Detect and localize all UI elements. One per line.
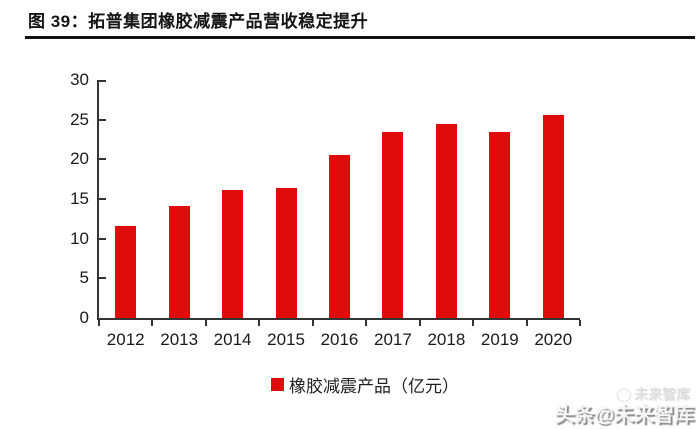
y-tick-10 — [99, 237, 106, 240]
figure-title: 图 39：拓普集团橡胶减震产品营收稳定提升 — [28, 12, 369, 31]
watermark-main-text: 头条@未来智库 — [554, 404, 694, 426]
plot-area: 2012 2013 2014 2015 2016 2017 2018 2019 2020 — [97, 80, 581, 349]
x-tick-0 — [98, 320, 100, 326]
y-tick-25 — [99, 118, 106, 121]
bar-2014 — [222, 190, 244, 318]
x-tick-label-2017: 2017 — [374, 330, 412, 349]
title-divider — [25, 36, 695, 39]
x-tick-label-2018: 2018 — [427, 330, 466, 349]
bar-2019 — [489, 131, 511, 318]
watermark-ghost-text: 未来智库 — [617, 386, 690, 403]
bar-2015 — [275, 187, 297, 318]
x-tick-label-2015: 2015 — [267, 330, 305, 349]
y-tick-label-30: 30 — [70, 70, 89, 89]
x-tick-3 — [258, 320, 261, 326]
x-tick-label-2014: 2014 — [213, 330, 252, 349]
x-tick-4 — [311, 320, 314, 326]
y-tick-15 — [99, 198, 106, 200]
y-tick-label-5: 5 — [79, 268, 89, 288]
y-axis-labels: 0 5 10 15 20 25 30 — [39, 70, 89, 327]
x-tick-8 — [525, 320, 528, 326]
bar-2013 — [168, 206, 190, 318]
y-tick-5 — [99, 277, 106, 280]
x-tick-label-2012: 2012 — [106, 330, 145, 349]
watermark-ghost-label: 未来智库 — [634, 386, 690, 402]
y-tick-30 — [99, 80, 106, 82]
legend-label: 橡胶减震产品（亿元） — [289, 377, 459, 396]
x-tick-label-2016: 2016 — [320, 330, 359, 349]
watermark-logo-icon — [617, 388, 631, 403]
watermark: 未来智库 头条@未来智库 — [554, 387, 694, 425]
y-tick-label-25: 25 — [70, 109, 89, 129]
x-tick-7 — [472, 320, 475, 326]
bar-2017 — [382, 132, 404, 318]
chart-legend: 橡胶减震产品（亿元） — [271, 372, 459, 397]
x-tick-5 — [365, 320, 368, 326]
x-tick-label-2019: 2019 — [480, 330, 519, 349]
x-tick-9 — [579, 320, 581, 326]
bar-2012 — [115, 226, 137, 318]
x-tick-label-2013: 2013 — [160, 330, 199, 349]
x-tick-1 — [151, 320, 154, 326]
y-tick-label-0: 0 — [79, 308, 89, 327]
bar-2018 — [435, 124, 457, 318]
y-tick-20 — [99, 158, 106, 161]
x-tick-2 — [204, 320, 207, 326]
y-tick-label-10: 10 — [70, 228, 89, 248]
y-tick-label-20: 20 — [70, 149, 89, 169]
legend-swatch-icon — [271, 378, 284, 391]
x-tick-label-2020: 2020 — [534, 330, 573, 349]
x-tick-6 — [418, 320, 421, 326]
bar-2016 — [329, 155, 350, 318]
y-tick-label-15: 15 — [70, 189, 89, 208]
bar-2020 — [542, 114, 564, 318]
